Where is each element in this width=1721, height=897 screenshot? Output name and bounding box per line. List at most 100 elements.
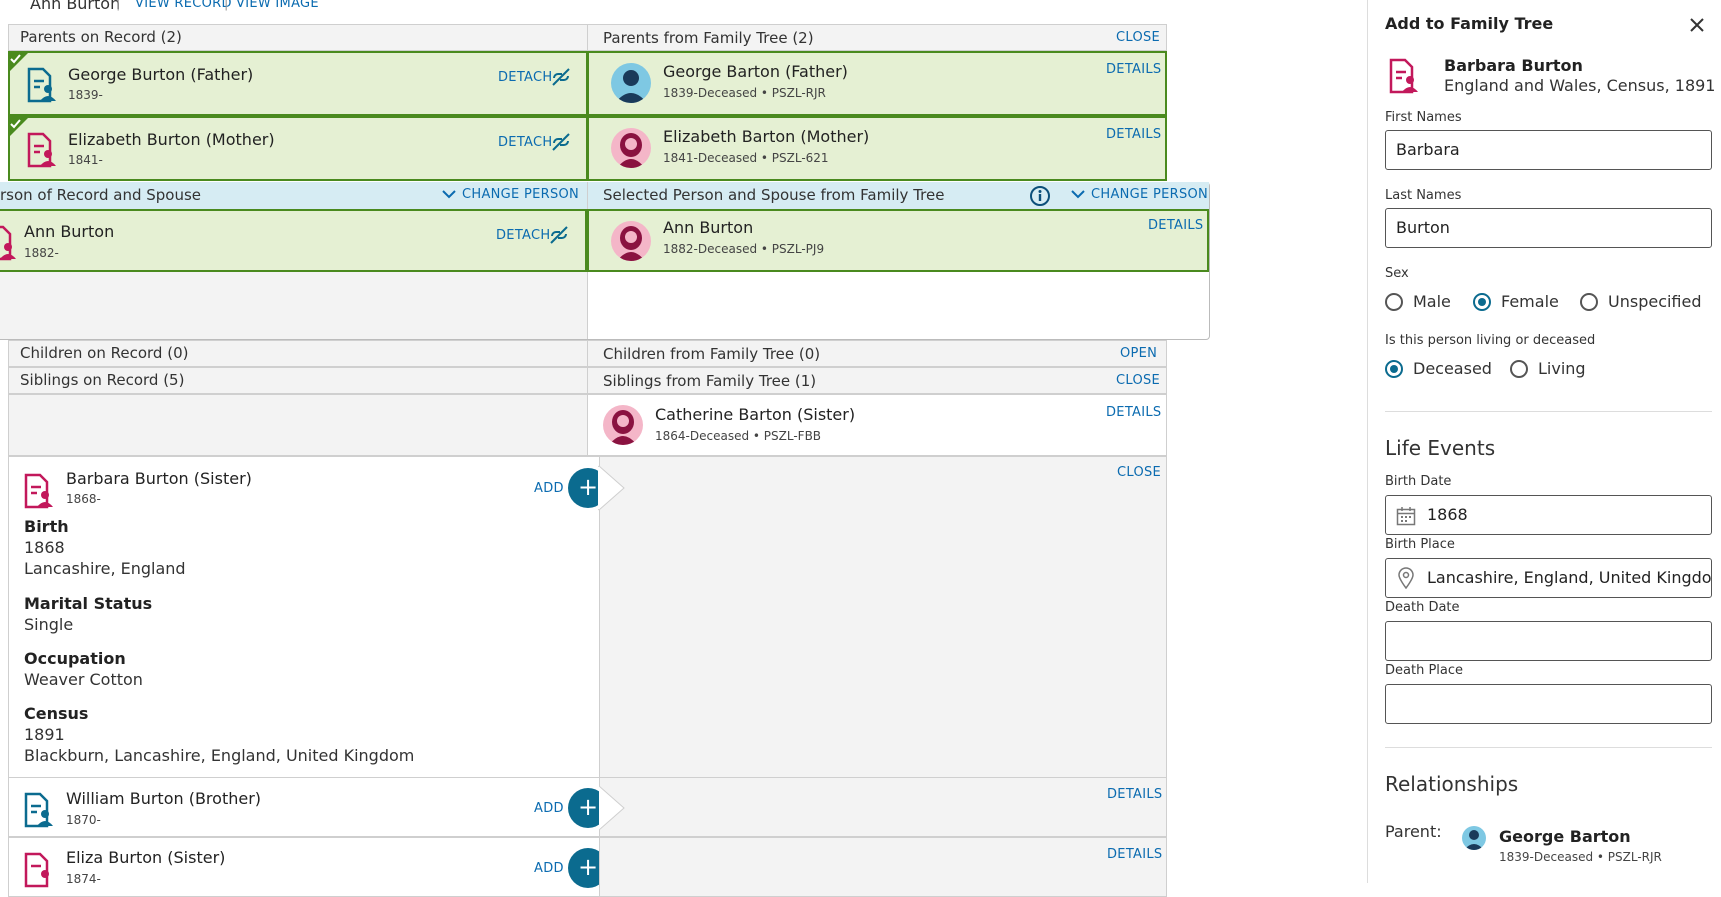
- siblings-record-header: Siblings on Record (5): [8, 367, 588, 394]
- panel-person-name: Barbara Burton: [1444, 56, 1583, 75]
- info-icon[interactable]: [1029, 185, 1051, 207]
- detach-button[interactable]: DETACH: [498, 70, 553, 85]
- female-avatar-icon: [603, 405, 643, 445]
- sex-female-radio[interactable]: [1473, 293, 1491, 311]
- sibling-record-row[interactable]: William Burton (Brother) 1870- ADD +: [8, 777, 608, 837]
- parent-tree-row[interactable]: Elizabeth Barton (Mother) 1841-Deceased …: [587, 116, 1167, 181]
- record-female-icon: [24, 473, 53, 509]
- male-avatar-icon: [1462, 826, 1486, 850]
- arrow-pointer: [599, 786, 625, 831]
- last-names-input[interactable]: Burton: [1385, 208, 1712, 248]
- panel-title: Add to Family Tree: [1385, 14, 1554, 33]
- close-button[interactable]: CLOSE: [1117, 465, 1162, 480]
- view-record-link[interactable]: VIEW RECORD: [135, 0, 232, 11]
- close-icon[interactable]: [1689, 17, 1705, 33]
- selected-record-row[interactable]: Ann Burton 1882- DETACH: [0, 209, 587, 272]
- record-person-name: Ann Burton: [30, 0, 121, 13]
- selected-tree-row[interactable]: Ann Burton 1882-Deceased • PSZL-PJ9 DETA…: [587, 209, 1209, 272]
- living-option-label[interactable]: Living: [1538, 359, 1586, 378]
- add-button[interactable]: ADD: [534, 801, 564, 816]
- living-radio[interactable]: [1510, 360, 1528, 378]
- parent-dates: 1839-Deceased • PSZL-RJR: [663, 86, 826, 100]
- event-value: Weaver Cotton: [24, 670, 143, 689]
- deceased-radio[interactable]: [1385, 360, 1403, 378]
- first-names-input[interactable]: Barbara: [1385, 130, 1712, 170]
- birth-place-input[interactable]: Lancashire, England, United Kingdom: [1385, 558, 1712, 598]
- female-avatar-icon: [611, 128, 651, 168]
- death-place-label: Death Place: [1385, 663, 1464, 678]
- event-value: 1891: [24, 725, 65, 744]
- details-button[interactable]: DETAILS: [1106, 127, 1162, 142]
- add-button[interactable]: ADD: [534, 861, 564, 876]
- chevron-down-icon[interactable]: [442, 190, 456, 200]
- death-date-input[interactable]: [1385, 621, 1712, 661]
- parent-name: George Burton (Father): [68, 65, 254, 84]
- parent-record-row[interactable]: Elizabeth Burton (Mother) 1841- DETACH: [8, 116, 588, 181]
- change-person-button[interactable]: CHANGE PERSON: [462, 187, 580, 202]
- chevron-down-icon[interactable]: [1071, 190, 1085, 200]
- parent-dates: 1841-: [68, 153, 103, 167]
- sex-male-radio[interactable]: [1385, 293, 1403, 311]
- first-names-label: First Names: [1385, 110, 1462, 125]
- detach-link-icon[interactable]: [550, 66, 572, 88]
- record-male-icon: [24, 792, 53, 828]
- deceased-label[interactable]: Deceased: [1413, 359, 1492, 378]
- living-label: Is this person living or deceased: [1385, 333, 1596, 348]
- expanded-sibling-card[interactable]: Barbara Burton (Sister) 1868- ADD + Birt…: [8, 456, 608, 778]
- sex-unspecified-radio[interactable]: [1580, 293, 1598, 311]
- event-title: Occupation: [24, 649, 126, 668]
- change-person-button[interactable]: CHANGE PERSON: [1091, 187, 1209, 202]
- details-button[interactable]: DETAILS: [1107, 787, 1163, 802]
- close-siblings-button[interactable]: CLOSE: [1116, 373, 1161, 388]
- last-names-label: Last Names: [1385, 188, 1462, 203]
- parent-label: Parent:: [1385, 822, 1442, 841]
- sex-male-label[interactable]: Male: [1413, 292, 1451, 311]
- sibling-tree-row[interactable]: Catherine Barton (Sister) 1864-Deceased …: [587, 394, 1167, 456]
- relationship-parent-dates: 1839-Deceased • PSZL-RJR: [1499, 850, 1662, 864]
- selected-record-header: rson of Record and Spouse CHANGE PERSON: [0, 182, 587, 209]
- sibling-dates: 1868-: [66, 492, 101, 506]
- event-title: Census: [24, 704, 89, 723]
- view-image-link[interactable]: VIEW IMAGE: [236, 0, 319, 11]
- parent-dates: 1841-Deceased • PSZL-621: [663, 151, 829, 165]
- add-button[interactable]: ADD: [534, 481, 564, 496]
- sex-female-label[interactable]: Female: [1501, 292, 1559, 311]
- parent-tree-row[interactable]: George Barton (Father) 1839-Deceased • P…: [587, 51, 1167, 116]
- female-avatar-icon: [611, 221, 651, 261]
- siblings-tree-header: Siblings from Family Tree (1) CLOSE: [587, 367, 1167, 394]
- open-children-button[interactable]: OPEN: [1120, 346, 1158, 361]
- divider: [1385, 747, 1712, 748]
- sibling-name: Barbara Burton (Sister): [66, 469, 252, 488]
- event-value: 1868: [24, 538, 65, 557]
- sibling-record-row[interactable]: Eliza Burton (Sister) 1874- ADD +: [8, 837, 608, 897]
- sibling-name: Eliza Burton (Sister): [66, 848, 226, 867]
- birth-date-input[interactable]: 1868: [1385, 495, 1712, 535]
- detach-link-icon[interactable]: [550, 131, 572, 153]
- separator: |: [116, 0, 121, 11]
- detach-button[interactable]: DETACH: [496, 228, 551, 243]
- details-button[interactable]: DETAILS: [1107, 847, 1163, 862]
- life-events-heading: Life Events: [1385, 436, 1496, 460]
- detach-button[interactable]: DETACH: [498, 135, 553, 150]
- details-button[interactable]: DETAILS: [1148, 218, 1204, 233]
- separator: |: [224, 0, 229, 11]
- details-button[interactable]: DETAILS: [1106, 62, 1162, 77]
- parents-tree-header: Parents from Family Tree (2) CLOSE: [587, 24, 1167, 51]
- sibling-dates: 1864-Deceased • PSZL-FBB: [655, 429, 822, 443]
- detach-link-icon[interactable]: [548, 224, 570, 246]
- calendar-icon: [1396, 507, 1416, 526]
- event-title: Birth: [24, 517, 69, 536]
- sex-unspecified-label[interactable]: Unspecified: [1608, 292, 1702, 311]
- close-parents-button[interactable]: CLOSE: [1116, 30, 1161, 45]
- event-value: Single: [24, 615, 74, 634]
- selected-dates: 1882-: [24, 246, 59, 260]
- sibling-name: William Burton (Brother): [66, 789, 262, 808]
- sibling-tree-empty: DETAILS: [599, 837, 1167, 897]
- event-value: Blackburn, Lancashire, England, United K…: [24, 746, 415, 765]
- arrow-pointer: [599, 466, 625, 511]
- details-button[interactable]: DETAILS: [1106, 405, 1162, 420]
- death-place-input[interactable]: [1385, 684, 1712, 724]
- parent-name: Elizabeth Burton (Mother): [68, 130, 275, 149]
- selected-tree-header: Selected Person and Spouse from Family T…: [587, 182, 1209, 209]
- parent-record-row[interactable]: George Burton (Father) 1839- DETACH: [8, 51, 588, 116]
